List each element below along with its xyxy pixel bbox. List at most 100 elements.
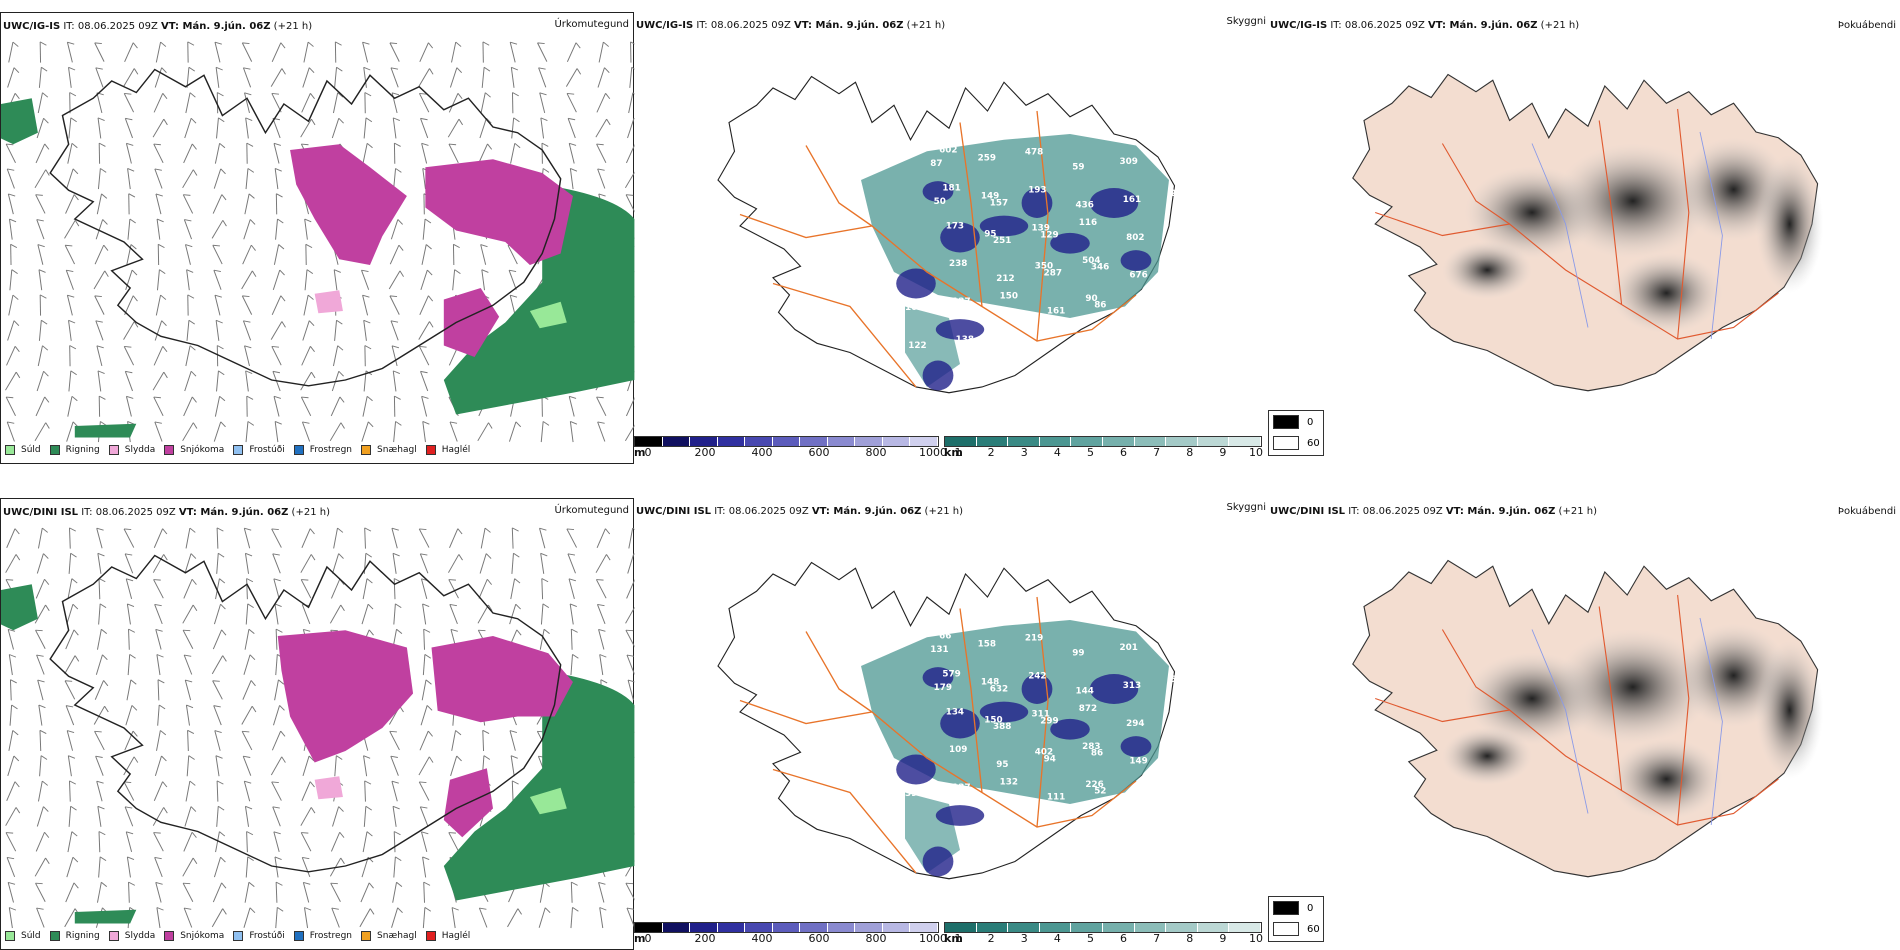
wind-barb (216, 117, 225, 139)
wind-barb (363, 805, 373, 827)
wind-barb (6, 168, 15, 189)
colorbar-step (1229, 923, 1261, 932)
wind-barb (423, 881, 431, 903)
wind-barb (153, 832, 164, 852)
wind-barb (35, 194, 46, 214)
wind-barb (182, 194, 194, 214)
wind-barb (419, 42, 434, 62)
wind-barb (300, 832, 312, 852)
wind-barb (9, 269, 18, 291)
wind-barb (418, 781, 430, 801)
wind-barb (303, 41, 314, 63)
wind-barb (596, 143, 607, 164)
wind-barb (214, 730, 222, 751)
wind-barb (186, 319, 196, 341)
wind-barb (334, 755, 343, 777)
wind-barb (65, 194, 79, 214)
model-name: UWC/IG-IS (3, 21, 61, 32)
wind-barb (244, 193, 255, 215)
legend-label: 60 (1307, 437, 1320, 449)
colorbar-step (1134, 923, 1167, 932)
wind-barb (419, 295, 434, 315)
wind-barb (34, 857, 50, 877)
river-network (1531, 617, 1723, 826)
iceland-coastline (49, 554, 562, 873)
cloud-base-value: 602 (939, 145, 957, 155)
wind-barb (391, 345, 400, 367)
wind-barb (275, 907, 284, 929)
wind-barb (9, 218, 17, 240)
wind-barb (186, 269, 194, 291)
wind-barb (214, 142, 226, 164)
valid-time: Mán. 9.jún. 06Z (179, 21, 271, 32)
cloud-visibility-panel: UWC/IG-IS IT: 08.06.2025 09Z VT: Mán. 9.… (634, 12, 1268, 464)
snow-area (425, 159, 573, 265)
colorbar-step (635, 923, 663, 932)
valid-time: Mán. 9.jún. 06Z (1446, 20, 1538, 31)
wind-barb (185, 92, 196, 114)
panel-title: Skyggni (1226, 502, 1266, 513)
wind-barb (362, 142, 373, 164)
colorbar-tick: 9 (1219, 932, 1227, 945)
cloud-base-value: 168 (1133, 795, 1151, 805)
wind-barb (300, 807, 316, 826)
wind-barb (540, 603, 550, 625)
wind-barb (389, 42, 400, 62)
wind-barb (243, 654, 256, 675)
legend-label: Frostregn (309, 445, 353, 455)
wind-barb (245, 117, 253, 139)
cloud-base-value: 309 (1120, 157, 1138, 167)
wind-barb (6, 421, 15, 442)
wind-barb (627, 679, 635, 701)
wind-barb (216, 780, 224, 802)
wind-barb (305, 243, 313, 266)
cloud-base-value: 713 (883, 144, 901, 154)
wind-barb (156, 218, 164, 240)
wind-barb (334, 66, 343, 88)
wind-barb (124, 806, 134, 827)
cloud-base-value: 632 (990, 684, 1008, 694)
wind-barb (67, 578, 78, 600)
cloud-base-value: 350 (1035, 261, 1053, 271)
wind-barb (449, 603, 458, 625)
wind-barb (212, 244, 223, 265)
wind-barb (510, 66, 519, 88)
wind-barb (390, 219, 404, 240)
wind-barb (214, 395, 226, 417)
lead-time: (+21 h) (288, 507, 330, 518)
wind-barb (123, 756, 139, 776)
cloud-base-value: 126 (1173, 713, 1191, 723)
wind-barb (96, 628, 108, 650)
wind-barb (7, 193, 16, 215)
fog-index-map (1352, 73, 1824, 392)
wind-barb (451, 730, 462, 751)
cloud-base-patch (1120, 736, 1152, 757)
wind-barb (93, 270, 109, 290)
wind-barb (449, 421, 458, 442)
wind-barb (35, 831, 50, 852)
colorbar-tick: 5 (1086, 446, 1094, 459)
wind-barb (66, 856, 79, 878)
wind-barb (69, 345, 77, 367)
legend-swatch (108, 931, 119, 941)
wind-barb (183, 578, 197, 599)
colorbar-tick: 1000 (919, 446, 947, 459)
wind-barb (596, 93, 611, 113)
lead-time: (+21 h) (1537, 20, 1580, 31)
wind-barb (333, 269, 341, 291)
wind-barb (625, 882, 635, 902)
colorbar-tick: 400 (751, 446, 773, 459)
map-header: UWC/IG-IS IT: 08.06.2025 09Z VT: Mán. 9.… (636, 20, 945, 32)
wind-barb (66, 603, 79, 625)
wind-barb (479, 117, 492, 139)
wind-barb (184, 117, 197, 139)
wind-barb (245, 421, 255, 443)
road-network (1375, 108, 1779, 340)
wind-barb (183, 831, 197, 852)
legend-swatch (1273, 901, 1299, 915)
legend-swatch (233, 931, 244, 941)
wind-barb (389, 730, 400, 751)
colorbar-tick: 600 (808, 446, 830, 459)
wind-barb (155, 193, 163, 215)
wind-barb (125, 395, 134, 417)
